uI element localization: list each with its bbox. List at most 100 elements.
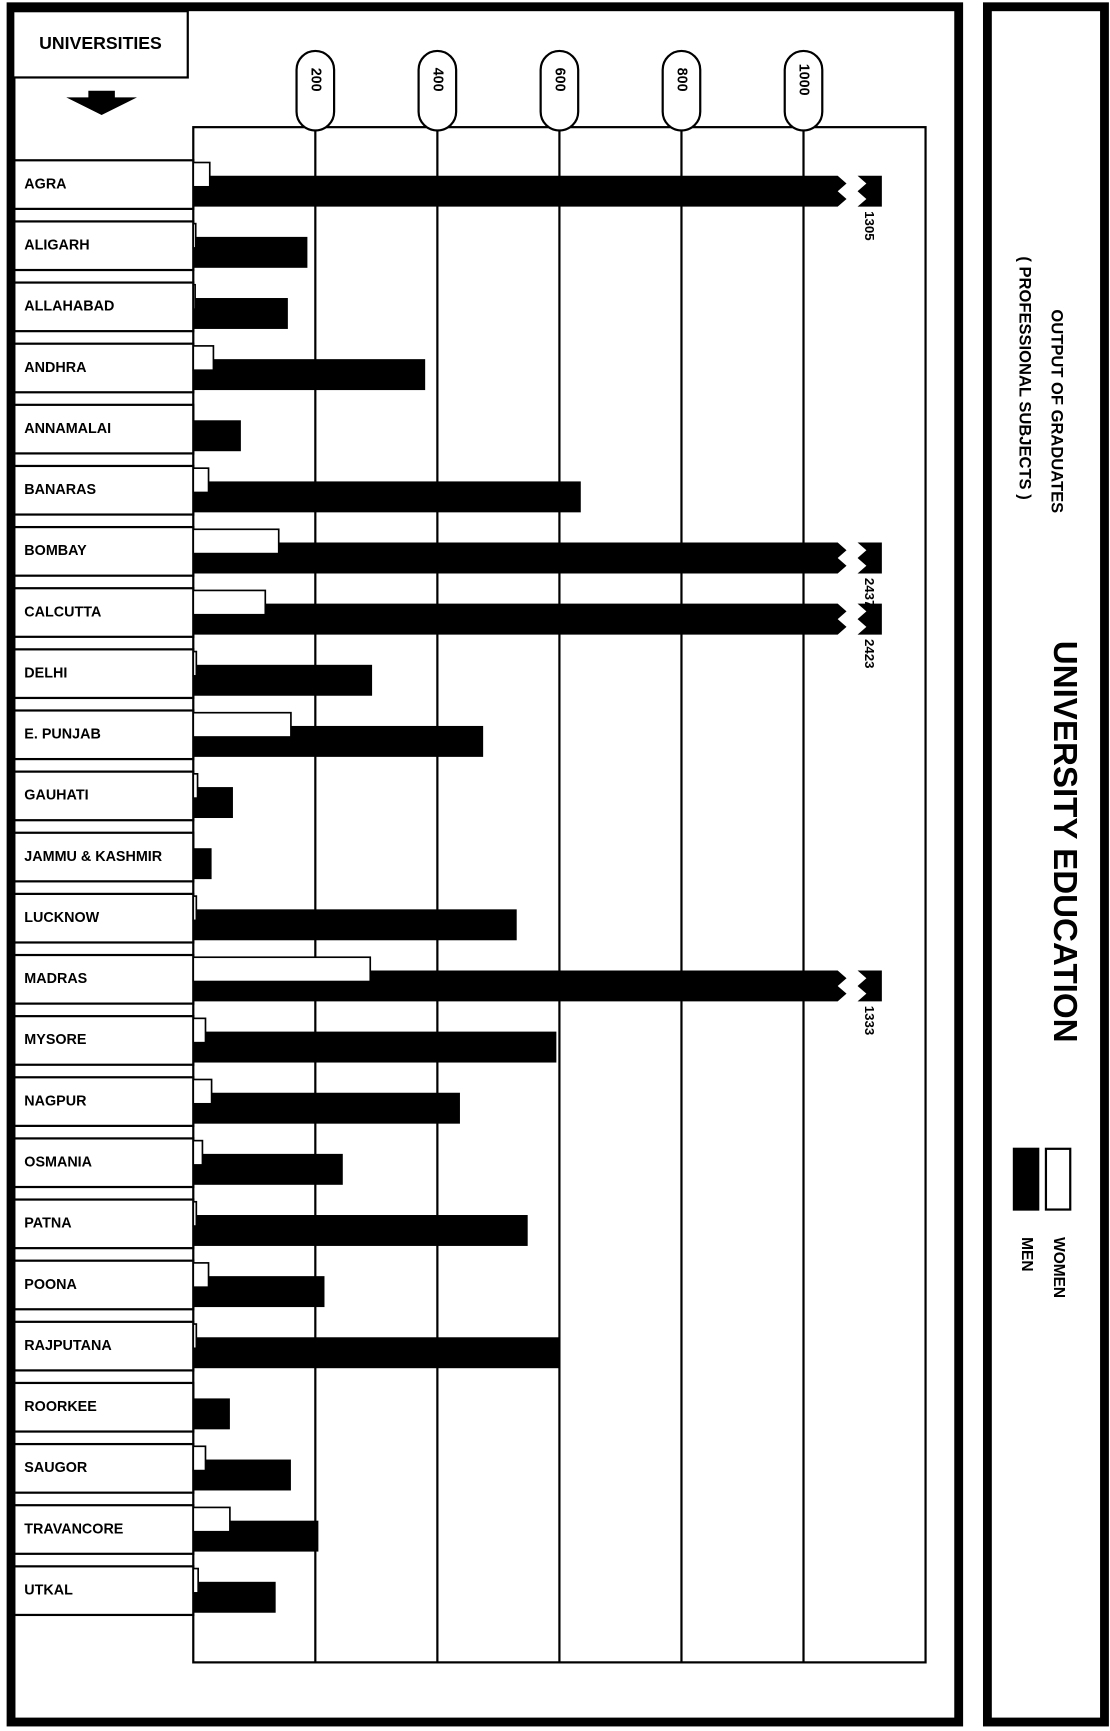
category-box — [13, 525, 195, 577]
bar — [192, 1506, 231, 1533]
category-label: UNIVERSITIES — [39, 33, 162, 53]
bar — [193, 420, 241, 452]
bar — [193, 603, 882, 635]
bar — [192, 956, 372, 983]
value-label: 2437 — [862, 578, 877, 607]
bar — [193, 1215, 528, 1246]
y-tick-label: LUCKNOW — [24, 910, 99, 926]
left-panel — [6, 2, 964, 1727]
x-tick-label: 600 — [552, 68, 568, 92]
bar — [192, 345, 215, 372]
y-tick-label: ALIGARH — [24, 238, 89, 254]
category-box — [13, 1198, 195, 1250]
y-tick-label: BOMBAY — [24, 543, 87, 559]
bar — [193, 1276, 325, 1308]
tick-tab — [539, 49, 580, 132]
y-tick-label: ANDHRA — [24, 360, 86, 376]
legend-swatch — [1044, 1147, 1072, 1211]
y-tick-label: E. PUNJAB — [24, 727, 101, 743]
tick-tab — [417, 49, 458, 132]
plot: 200 400 600 800 1000 AGRA 1305 ALIGARH ALLAHABAD… — [13, 49, 882, 1663]
category-box — [13, 342, 195, 394]
category-box — [13, 159, 195, 210]
y-tick-label: SAUGOR — [24, 1460, 88, 1476]
bar — [193, 1459, 291, 1491]
y-tick-label: ANNAMALAI — [24, 421, 111, 437]
tick-tab — [295, 49, 336, 132]
bar — [192, 773, 199, 799]
bar — [193, 787, 233, 819]
category-box — [13, 709, 195, 761]
category-box — [13, 1259, 195, 1311]
tick-tab — [783, 49, 824, 132]
value-label: 1305 — [862, 211, 877, 240]
bar — [193, 1581, 276, 1613]
value-label: 1333 — [862, 1006, 877, 1035]
bar — [193, 664, 373, 696]
category-box — [13, 831, 195, 883]
bar — [192, 1139, 204, 1166]
y-tick-label: POONA — [24, 1277, 77, 1293]
bar — [193, 1092, 460, 1124]
x-tick-label: 1000 — [796, 64, 812, 96]
legend-label: MEN — [1018, 1237, 1035, 1271]
legend-label: WOMEN — [1050, 1237, 1067, 1298]
bar — [192, 711, 292, 738]
y-tick-label: DELHI — [24, 665, 67, 681]
bar — [192, 1078, 213, 1105]
bar — [193, 236, 308, 268]
bar — [192, 1567, 199, 1594]
arrow — [66, 90, 137, 116]
y-tick-label: UTKAL — [24, 1582, 73, 1598]
subtitle: ( PROFESSIONAL SUBJECTS ) — [1015, 256, 1034, 499]
bar — [192, 467, 210, 494]
y-tick-label: AGRA — [24, 176, 66, 192]
chart-title: UNIVERSITY EDUCATION — [1046, 641, 1083, 1043]
legend: WOMEN MEN — [1012, 1147, 1072, 1298]
bar — [192, 1017, 207, 1044]
category-box — [13, 892, 195, 944]
bar — [193, 909, 517, 941]
bar — [192, 1200, 198, 1227]
bar — [192, 161, 211, 188]
y-tick-label: JAMMU & KASHMIR — [24, 849, 162, 865]
category-box — [13, 220, 195, 272]
y-tick-label: PATNA — [24, 1216, 71, 1232]
x-tick-label: 400 — [430, 68, 446, 92]
category-box — [13, 587, 195, 638]
bar — [192, 283, 196, 310]
category-box — [13, 1442, 195, 1494]
bar — [193, 359, 426, 391]
bar — [193, 298, 288, 329]
category-label-box — [12, 10, 189, 79]
y-tick-label: TRAVANCORE — [24, 1521, 123, 1537]
category-box — [13, 1565, 195, 1617]
bar — [192, 1323, 198, 1350]
bar — [192, 1445, 207, 1472]
bar — [193, 1398, 230, 1430]
y-tick-label: MYSORE — [24, 1032, 86, 1048]
category-box — [13, 281, 195, 333]
category-box — [13, 953, 195, 1005]
bar — [193, 1031, 557, 1063]
category-box — [13, 1137, 195, 1189]
y-tick-label: RAJPUTANA — [24, 1338, 111, 1354]
bar — [192, 650, 198, 677]
legend-swatch — [1012, 1147, 1040, 1211]
category-box — [13, 1015, 195, 1066]
bar — [193, 542, 882, 574]
bar — [193, 481, 581, 513]
bar — [193, 175, 882, 207]
tick-tab — [661, 49, 702, 132]
bar — [193, 848, 212, 880]
y-tick-label: OSMANIA — [24, 1155, 92, 1171]
bar — [192, 528, 280, 555]
category-box — [13, 403, 195, 455]
bar — [193, 1153, 343, 1185]
y-tick-label: ALLAHABAD — [24, 299, 114, 315]
y-tick-label: MADRAS — [24, 971, 87, 987]
subtitle: OUTPUT OF GRADUATES — [1048, 309, 1067, 513]
value-label: 2423 — [862, 639, 877, 668]
right-panel — [982, 2, 1109, 1727]
bar — [192, 589, 267, 616]
